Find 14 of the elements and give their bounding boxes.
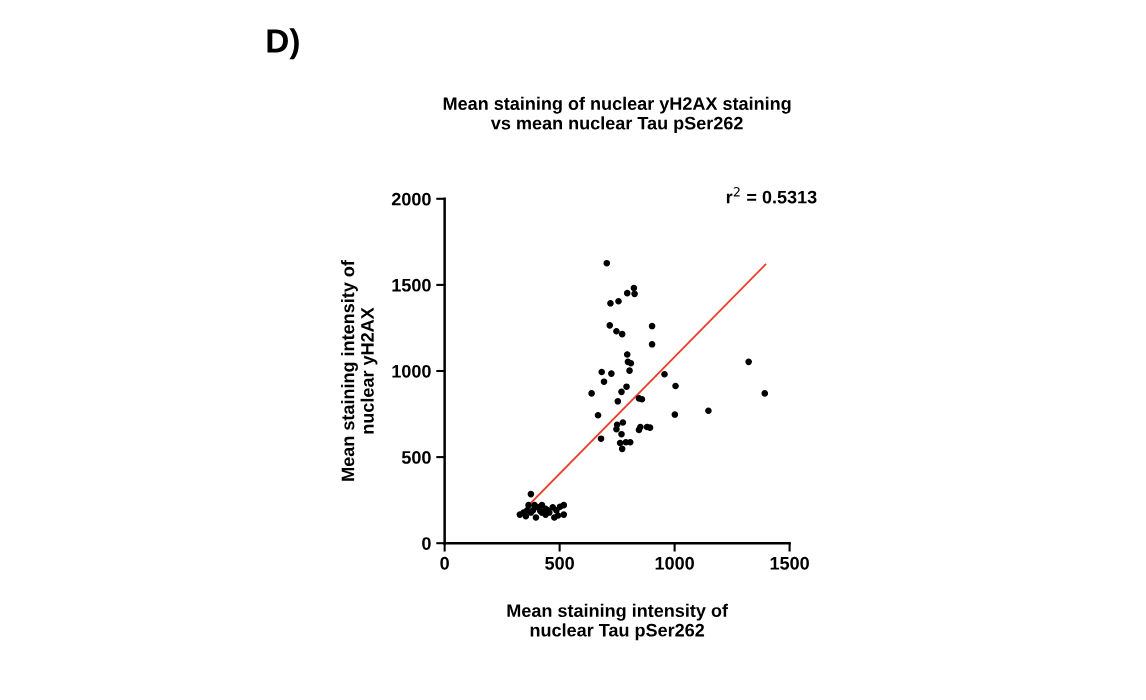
y-tick-label: 1500	[392, 278, 431, 292]
annotation: r$^{2}$ = 0.5313	[726, 187, 817, 204]
text: D)	[267, 28, 299, 60]
chart-title: Mean staining of nuclear yH2AX staining vs mean nuclear Tau pSer262	[443, 96, 791, 134]
y-tick-label: 500	[401, 451, 431, 464]
y-axis-title: Mean staining intensity of nuclear yH2AX	[341, 260, 378, 481]
x-tick-label: 500	[545, 556, 574, 570]
y-tick-label: 2000	[391, 192, 431, 206]
x-axis-title: Mean staining intensity of nuclear Tau pSer262	[507, 603, 729, 641]
x-tick-label: 1000	[655, 556, 694, 570]
x-tick-label: 1500	[770, 556, 809, 570]
x-tick-label: 0	[440, 556, 449, 570]
y-tick-label: 1000	[392, 364, 431, 378]
y-tick-label: 0	[422, 537, 431, 550]
